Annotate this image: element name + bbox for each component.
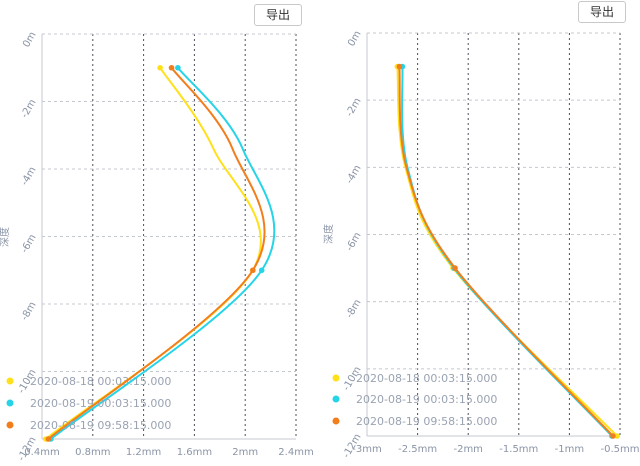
y-tick-label: -6m <box>19 233 38 256</box>
series-line <box>47 67 266 440</box>
x-tick-label: 2mm <box>232 447 258 458</box>
data-point <box>396 63 403 70</box>
x-tick-label: 1.2mm <box>126 447 161 458</box>
legend-marker <box>332 395 340 403</box>
x-tick-label: -2mm <box>453 444 482 455</box>
series-line <box>396 66 618 437</box>
legend-label[interactable]: 2020-08-19 09:58:15.000 <box>356 415 497 428</box>
y-tick-label: -6m <box>344 231 363 254</box>
x-tick-label: -3mm <box>352 444 381 455</box>
y-axis-title: 深度 <box>0 227 11 247</box>
x-tick-label: 0.8mm <box>75 447 110 458</box>
y-tick-label: -2m <box>19 98 38 121</box>
data-point <box>175 64 181 71</box>
x-tick-label: -1mm <box>555 444 584 455</box>
export-button[interactable]: 导出 <box>254 4 302 26</box>
chart-1: 0.4mm 0.8mm 1.2mm 1.6mm 2mm 2.4mm 0m -2m -4m -6m -… <box>0 30 314 463</box>
data-point <box>614 433 620 439</box>
legend-label[interactable]: 2020-08-18 00:03:15.000 <box>30 375 171 388</box>
legend-marker <box>332 374 340 382</box>
y-axis-title: 深度 <box>322 224 335 244</box>
y-tick-label: 0m <box>21 30 39 49</box>
legend-marker <box>6 399 14 407</box>
y-tick-label: -8m <box>19 300 38 323</box>
x-tick-label: 0.4mm <box>24 447 59 458</box>
series-line <box>50 67 276 440</box>
legend-label[interactable]: 2020-08-19 00:03:15.000 <box>356 393 497 406</box>
x-tick-label: 2.4mm <box>278 447 313 458</box>
data-point <box>452 265 458 271</box>
legend-marker <box>6 421 14 429</box>
legend-marker <box>332 417 340 425</box>
data-point <box>258 267 265 274</box>
y-tick-label: -2m <box>344 96 363 119</box>
data-point <box>250 267 256 274</box>
y-tick-label: -4m <box>344 163 363 186</box>
series-line <box>398 66 614 437</box>
legend-label[interactable]: 2020-08-19 00:03:15.000 <box>30 397 171 410</box>
x-tick-label: -2.5mm <box>398 444 437 455</box>
x-tick-label: -1.5mm <box>499 444 538 455</box>
y-tick-label: 0m <box>346 29 364 48</box>
data-point <box>168 64 175 71</box>
legend-label[interactable]: 2020-08-18 00:03:15.000 <box>356 372 497 385</box>
y-tick-label: -4m <box>19 165 38 188</box>
x-tick-label: 1.6mm <box>177 447 212 458</box>
data-point <box>157 64 163 71</box>
y-tick-label: -8m <box>344 298 363 321</box>
data-point <box>610 433 616 439</box>
legend-label[interactable]: 2020-08-19 09:58:15.000 <box>30 419 171 432</box>
x-tick-label: -0.5mm <box>601 444 640 455</box>
legend-marker <box>6 377 14 385</box>
data-point <box>45 436 52 442</box>
export-button[interactable]: 导出 <box>578 1 626 23</box>
chart-2: -3mm -2.5mm -2mm -1.5mm -1mm -0.5mm 0m -2m -4m -6… <box>322 29 640 460</box>
